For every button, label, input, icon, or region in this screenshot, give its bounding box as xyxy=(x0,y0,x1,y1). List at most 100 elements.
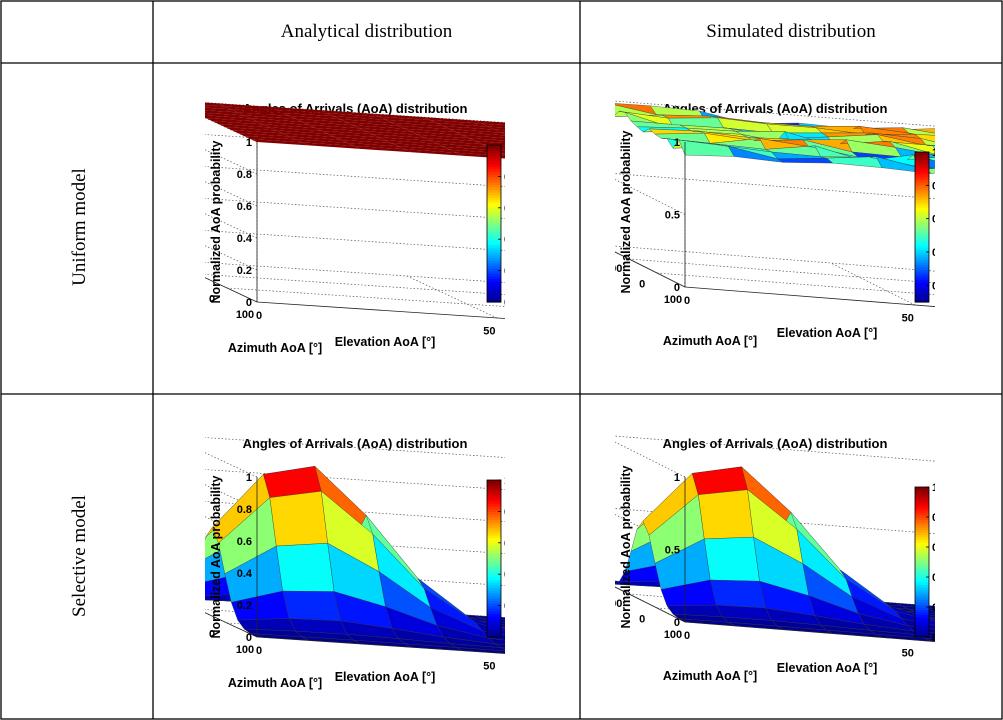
chart-uniform-simulated: Angles of Arrivals (AoA) distribution 0 0.… xyxy=(615,100,935,348)
colorbar-segment xyxy=(487,273,501,277)
surface-patch xyxy=(334,116,392,123)
colorbar-segment xyxy=(487,582,501,586)
surface-patch xyxy=(501,153,505,155)
z-tick-label: 0.6 xyxy=(237,536,252,548)
colorbar-segment xyxy=(915,169,929,173)
surface-patch xyxy=(257,121,315,128)
grid-line xyxy=(205,274,505,295)
colorbar-segment xyxy=(487,296,501,300)
colorbar-segment xyxy=(487,629,501,633)
elevation-tick-label: 50 xyxy=(902,647,914,659)
z-tick-label: 1 xyxy=(246,472,252,484)
colorbar-segment xyxy=(915,502,929,506)
z-axis-label: Normalized AoA probability xyxy=(209,475,223,638)
elevation-tick-label: 0 xyxy=(256,645,262,657)
colorbar-segment xyxy=(915,157,929,161)
colorbar-segment xyxy=(915,202,929,206)
colorbar-segment xyxy=(487,576,501,581)
colorbar-segment xyxy=(487,500,501,505)
colorbar-segment xyxy=(487,519,501,523)
colorbar-tick-label: 0.8 xyxy=(932,512,935,524)
colorbar-tick-label: 0.8 xyxy=(504,171,505,183)
colorbar-segment xyxy=(915,517,929,521)
surface-patch xyxy=(487,637,505,645)
colorbar-segment xyxy=(915,524,929,528)
colorbar-segment xyxy=(915,247,929,251)
colorbar-segment xyxy=(915,549,929,553)
surface-patch xyxy=(488,126,505,131)
surface-patch xyxy=(250,118,309,125)
colorbar-segment xyxy=(487,283,501,287)
colorbar-segment xyxy=(487,184,501,188)
colorbar-segment xyxy=(915,562,929,566)
surface-patch xyxy=(321,110,380,117)
colorbar-segment xyxy=(915,632,929,636)
colorbar-tick-label: 0.6 xyxy=(504,538,505,550)
colorbar-segment xyxy=(487,623,501,628)
colorbar-segment xyxy=(487,579,501,583)
colorbar-segment xyxy=(915,604,929,608)
elevation-tick-label: 0 xyxy=(256,310,262,322)
colorbar-segment xyxy=(915,537,929,541)
colorbar-segment xyxy=(915,257,929,261)
colorbar-segment xyxy=(915,199,929,203)
colorbar-segment xyxy=(487,199,501,204)
surface-patch xyxy=(424,137,482,145)
surface-patch xyxy=(392,122,450,130)
surface-patch xyxy=(250,139,309,146)
surface-patch xyxy=(347,142,405,150)
azimuth-axis-label: Azimuth AoA [°] xyxy=(228,676,322,690)
colorbar-segment xyxy=(915,559,929,563)
colorbar-segment xyxy=(915,294,929,298)
colorbar-segment xyxy=(915,512,929,516)
colorbar-segment xyxy=(915,259,929,263)
surface-patch xyxy=(914,133,935,143)
column-header-analytical: Analytical distribution xyxy=(280,21,453,42)
colorbar-segment xyxy=(915,197,929,201)
colorbar-segment xyxy=(915,227,929,231)
surface-patch xyxy=(475,141,505,146)
colorbar-segment xyxy=(915,514,929,518)
colorbar-segment xyxy=(487,163,501,167)
z-tick-label: 0.8 xyxy=(237,169,252,181)
colorbar-segment xyxy=(487,270,501,274)
colorbar-segment xyxy=(487,537,501,541)
surface-patch xyxy=(276,109,335,117)
colorbar-segment xyxy=(487,608,501,612)
surface-patch xyxy=(698,489,754,540)
colorbar-segment xyxy=(915,634,929,638)
colorbar-segment xyxy=(915,279,929,283)
colorbar-segment xyxy=(487,490,501,494)
colorbar-segment xyxy=(487,179,501,183)
colorbar-segment xyxy=(915,599,929,603)
colorbar-segment xyxy=(915,597,929,601)
colorbar-segment xyxy=(487,506,501,510)
surface-patch xyxy=(430,120,489,127)
colorbar-segment xyxy=(915,577,929,581)
colorbar-segment xyxy=(487,252,501,256)
colorbar-segment xyxy=(915,289,929,293)
surface-patch xyxy=(501,626,505,629)
azimuth-tick-label: 0 xyxy=(639,279,645,291)
colorbar-segment xyxy=(487,241,501,246)
surface-patch xyxy=(231,130,290,137)
colorbar-segment xyxy=(487,511,501,515)
colorbar-segment xyxy=(915,509,929,513)
colorbar-segment xyxy=(487,613,501,617)
surface-patch xyxy=(826,156,883,168)
surface-patch xyxy=(218,124,277,131)
colorbar-segment xyxy=(915,154,929,158)
colorbar-segment xyxy=(487,516,501,520)
azimuth-tick-label: 100 xyxy=(236,644,254,656)
surface-patch xyxy=(417,134,476,142)
colorbar-frame xyxy=(914,151,930,303)
colorbar-segment xyxy=(487,215,501,219)
elevation-tick-label: 0 xyxy=(684,630,690,642)
azimuth-axis-label: Azimuth AoA [°] xyxy=(663,334,757,348)
colorbar-tick-label: 0 xyxy=(932,632,935,644)
colorbar-tick-label: 1 xyxy=(932,482,935,494)
surface-patch xyxy=(385,119,444,127)
surface-patch xyxy=(205,107,238,113)
colorbar-segment xyxy=(915,544,929,548)
colorbar-segment xyxy=(915,539,929,543)
